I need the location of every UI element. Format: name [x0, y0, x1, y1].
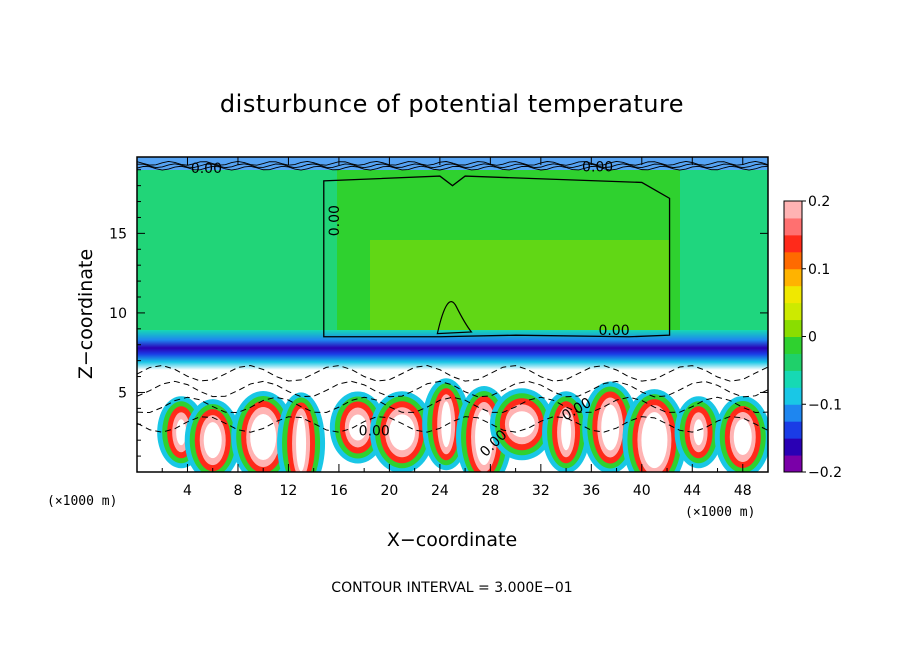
colorbar-swatch — [784, 336, 802, 354]
negative-contour — [137, 364, 768, 382]
x-unit-label-left: (×1000 m) — [47, 494, 117, 509]
yellow-green-region — [370, 240, 670, 330]
x-axis-label: X−coordinate — [387, 529, 517, 551]
colorbar-tick-label: 0.2 — [808, 194, 830, 210]
turbulence-white-core — [475, 409, 494, 465]
y-axis: 5 10 15 — [109, 169, 768, 457]
chart-title: disturbunce of potential temperature — [220, 90, 684, 118]
negative-contour — [137, 380, 768, 398]
top-contour — [137, 163, 768, 169]
negative-contour — [137, 416, 768, 433]
turbulence-white-core — [693, 419, 704, 446]
colorbar-swatch — [784, 217, 802, 236]
colorbar-tick-label: −0.1 — [808, 397, 842, 413]
colorbar-swatch — [784, 234, 802, 253]
negative-contour — [137, 396, 768, 414]
x-tick-label: 28 — [481, 483, 499, 499]
turbulence-white-core — [508, 411, 535, 438]
plot-frame — [136, 156, 769, 473]
colorbar-swatch — [784, 353, 802, 371]
y-tick-label: 5 — [118, 385, 127, 401]
x-tick-label: 20 — [380, 483, 398, 499]
cyan-left-region — [137, 170, 337, 338]
colorbar-swatch — [784, 438, 802, 456]
colorbar-swatch — [784, 251, 802, 270]
zero-contour-bump — [436, 301, 473, 335]
colorbar-swatch — [784, 302, 802, 321]
x-tick-label: 40 — [633, 483, 651, 499]
colorbar-swatch — [784, 319, 802, 337]
y-tick-label: 10 — [109, 306, 127, 322]
x-axis: 4 8 12 16 20 24 28 32 36 40 44 48 — [161, 157, 752, 499]
colorbar-tick-label: −0.2 — [808, 465, 842, 481]
x-tick-label: 4 — [183, 483, 192, 499]
x-tick-label: 24 — [431, 483, 449, 499]
turbulence-white-core — [296, 415, 307, 472]
colorbar-swatch — [784, 421, 802, 439]
y-axis-label: Z−coordinate — [75, 249, 97, 379]
colorbar-tick-label: 0 — [808, 330, 817, 346]
contour-interval-note: CONTOUR INTERVAL = 3.000E−01 — [331, 580, 572, 596]
contour-label: 0.00 — [582, 159, 613, 175]
turbulence-white-core — [641, 412, 668, 469]
colorbar-swatch — [784, 370, 802, 388]
turbulence-white-core — [250, 414, 277, 460]
colorbar-swatch — [784, 387, 802, 405]
top-contour — [137, 165, 768, 171]
colorbar-tick-label: 0.1 — [808, 262, 830, 278]
x-tick-label: 32 — [532, 483, 550, 499]
colorbar-swatch — [784, 285, 802, 304]
colorbar-swatch — [784, 268, 802, 287]
plot-area: 0.000.000.000.00 0.000.00 0.00 — [137, 157, 768, 472]
turbulent-layer — [157, 378, 768, 472]
colorbar-swatch — [784, 455, 802, 473]
turbulence-white-core — [348, 414, 367, 441]
contour-label: 0.00 — [359, 423, 390, 439]
x-tick-label: 8 — [233, 483, 242, 499]
colorbar: 0.2 0.1 0 −0.1 −0.2 — [783, 194, 842, 481]
turbulence-white-core — [389, 414, 416, 451]
x-unit-label-right: (×1000 m) — [685, 505, 755, 520]
x-tick-label: 12 — [280, 483, 298, 499]
cyan-right-region — [680, 170, 768, 338]
top-contour — [137, 160, 768, 166]
colorbar-swatch — [784, 404, 802, 422]
x-tick-label: 44 — [683, 483, 701, 499]
x-tick-label: 16 — [330, 483, 348, 499]
zero-contour — [323, 175, 671, 338]
turbulence-white-core — [203, 422, 222, 459]
colorbar-swatch — [784, 201, 802, 219]
x-tick-label: 36 — [582, 483, 600, 499]
turbulence-white-core — [733, 419, 752, 455]
contour-label: 0.00 — [327, 205, 343, 236]
x-tick-label: 48 — [734, 483, 752, 499]
contour-label: 0.00 — [191, 161, 222, 177]
contour-label: 0.00 — [598, 323, 629, 339]
turbulence-white-core — [561, 414, 572, 451]
y-tick-label: 15 — [109, 226, 127, 242]
turbulence-white-core — [176, 419, 187, 446]
turbulence-white-core — [601, 404, 620, 451]
turbulence-white-core — [441, 401, 452, 448]
